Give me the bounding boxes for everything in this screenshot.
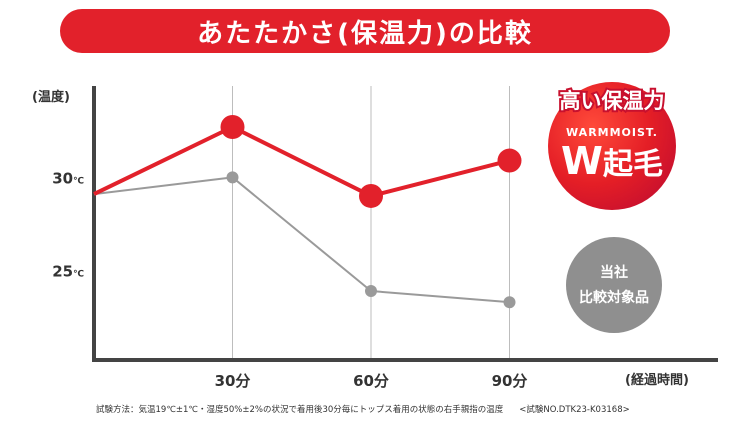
badge-w-kimo: W起毛 [561, 139, 663, 183]
series-1-point-2 [365, 285, 377, 298]
x-tick-label-0: 30分 [215, 372, 251, 390]
competitor-line2: 比較対象品 [579, 289, 649, 306]
y-tick-label-1: 25℃ [52, 263, 84, 281]
badge-w-letter: W [561, 139, 603, 183]
title-banner: あたたかさ(保温力)の比較 [60, 9, 670, 53]
warmmoist-badge-circle [548, 82, 676, 210]
footnote: 試験方法：気温19℃±1℃・湿度50%±2%の状況で着用後30分毎にトップス着用… [96, 403, 630, 415]
series-1-point-1 [226, 171, 239, 184]
series-0-point-3 [497, 148, 522, 173]
badge-high-warmth: 高い保温力 [560, 89, 665, 113]
test-method-note: 試験方法：気温19℃±1℃・湿度50%±2%の状況で着用後30分毎にトップス着用… [96, 405, 504, 415]
competitor-line1: 当社 [600, 264, 628, 281]
series-0-point-1 [220, 115, 245, 140]
series-line-1 [93, 176, 510, 304]
y-tick-unit-1: ℃ [73, 270, 84, 280]
x-tick-label-2: 90分 [492, 372, 528, 390]
warmmoist-badge: 高い保温力 WARMMOIST. W起毛 [548, 82, 676, 210]
y-tick-label-0: 30℃ [52, 169, 84, 187]
series-0-point-2 [359, 183, 383, 208]
competitor-badge-circle [566, 237, 662, 333]
series-1-point-3 [503, 296, 516, 309]
badge-warmmoist: WARMMOIST. [566, 126, 658, 139]
y-axis-label: (温度) [32, 89, 70, 105]
test-number: <試験NO.DTK23-K03168> [519, 405, 630, 415]
x-axis-label: (経過時間) [625, 372, 689, 388]
chart-title: あたたかさ(保温力)の比較 [197, 18, 533, 49]
y-tick-unit-0: ℃ [73, 176, 84, 186]
x-tick-label-1: 60分 [353, 372, 389, 390]
competitor-badge: 当社 比較対象品 [566, 237, 662, 333]
badge-kimo-text: 起毛 [603, 147, 663, 182]
series-line-0 [93, 125, 510, 198]
